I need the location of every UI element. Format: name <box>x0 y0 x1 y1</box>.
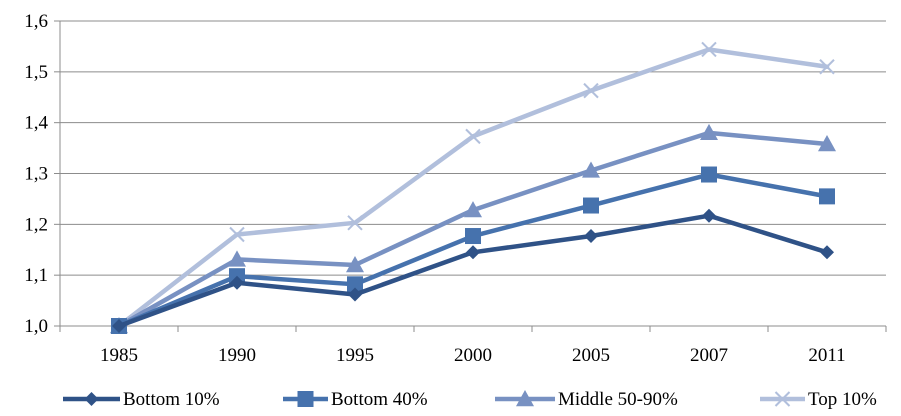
data-point-square <box>819 188 835 205</box>
x-tick-label: 2005 <box>572 345 610 366</box>
data-point-diamond <box>702 208 716 223</box>
series-lines <box>110 41 836 334</box>
data-point-x <box>465 128 481 145</box>
data-point-x <box>347 215 363 231</box>
data-point-square <box>701 166 717 183</box>
legend-label: Bottom 10% <box>123 389 220 410</box>
data-point-diamond <box>112 319 126 333</box>
data-point-triangle <box>516 390 534 407</box>
data-point-diamond <box>348 287 362 302</box>
x-tick-label: 2011 <box>808 345 845 366</box>
legend-label: Top 10% <box>808 389 877 410</box>
y-tick-label: 1,4 <box>24 113 48 134</box>
legend-item: Middle 50-90% <box>495 389 678 410</box>
y-tick-label: 1,1 <box>24 265 48 286</box>
data-point-square <box>465 228 481 245</box>
legend: Bottom 10% Bottom 40% Middle 50-90% Top 10% <box>63 389 877 410</box>
x-tick-label: 1995 <box>336 345 374 366</box>
y-tick-label: 1,0 <box>24 316 48 337</box>
legend-item: Bottom 10% <box>63 389 220 410</box>
data-point-x <box>583 82 599 99</box>
data-point-triangle <box>582 161 600 178</box>
data-point-diamond <box>84 392 99 406</box>
data-point-square <box>583 197 599 214</box>
y-tick-label: 1,6 <box>24 11 48 32</box>
data-point-x <box>774 391 791 407</box>
data-point-square <box>347 276 363 293</box>
x-tick-label: 2007 <box>690 345 728 366</box>
data-point-triangle <box>346 256 364 273</box>
y-tick-labels: 1,0 1,1 1,2 1,3 1,4 1,5 1,6 <box>24 11 48 337</box>
x-tick-label: 1990 <box>218 345 256 366</box>
data-point-diamond <box>584 229 598 244</box>
data-point-x <box>229 226 245 243</box>
data-point-triangle <box>228 250 246 267</box>
data-point-x <box>819 59 835 75</box>
x-tick-labels: 1985 1990 1995 2000 2005 2007 2011 <box>100 345 846 366</box>
series-line <box>116 47 830 329</box>
x-tick-label: 2000 <box>454 345 492 366</box>
data-point-triangle <box>700 123 718 141</box>
axes <box>54 20 887 332</box>
legend-item: Bottom 40% <box>283 389 428 410</box>
data-point-triangle <box>464 201 482 218</box>
data-point-diamond <box>230 275 244 290</box>
x-tick-label: 1985 <box>100 345 138 366</box>
data-point-triangle <box>818 135 836 152</box>
data-point-square <box>297 391 314 407</box>
data-point-diamond <box>820 245 834 260</box>
y-tick-label: 1,2 <box>24 214 48 235</box>
series-bottom-10- <box>112 208 834 333</box>
legend-label: Middle 50-90% <box>558 389 678 410</box>
gridlines <box>60 20 886 276</box>
data-point-diamond <box>466 245 480 260</box>
y-tick-label: 1,3 <box>24 164 48 185</box>
y-tick-label: 1,5 <box>24 62 48 83</box>
data-point-x <box>701 41 717 58</box>
legend-item: Top 10% <box>760 389 877 410</box>
legend-label: Bottom 40% <box>331 389 428 410</box>
